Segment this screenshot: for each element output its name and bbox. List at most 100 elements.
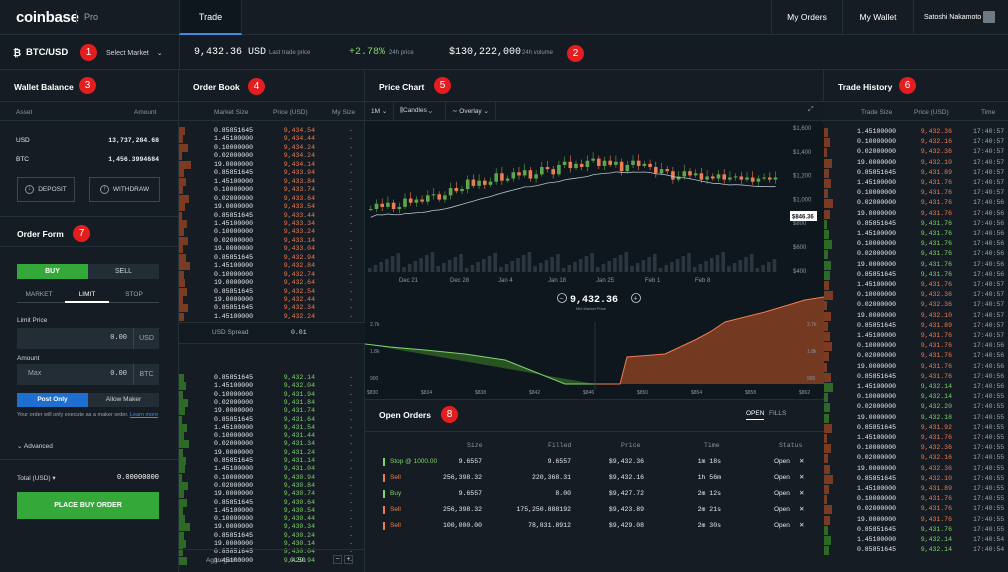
chart-toolbar: 1M ⌄ ⫼Candles ⌄ ∼ Overlay ⌄ ⤢ [365, 102, 824, 121]
bid-depth-bar [179, 448, 183, 457]
interval-dropdown[interactable]: 1M ⌄ [371, 107, 387, 115]
ask-my-size: - [349, 169, 353, 177]
order-status: Open [774, 506, 790, 513]
aggregation-minus-button[interactable]: − [333, 555, 342, 564]
volume-bar [727, 266, 731, 272]
overlay-dropdown[interactable]: ∼ Overlay ⌄ [452, 107, 489, 115]
market-order-tab[interactable]: MARKET [25, 291, 53, 298]
ask-size: 1.45100000 [213, 262, 253, 270]
plus-glyph: + [634, 296, 638, 303]
candle-body [460, 189, 464, 192]
trade-price: 9,432.16 [920, 454, 952, 462]
volume-bar [533, 266, 537, 272]
trade-price: 9,431.76 [920, 525, 952, 533]
fills-tab[interactable]: FILLS [769, 410, 787, 417]
trade-price: 9,432.36 [920, 444, 952, 452]
candle-body [585, 160, 590, 167]
order-time: 2m 30s [697, 522, 721, 529]
user-menu[interactable]: Satoshi Nakamoto [913, 0, 1008, 35]
trade-time: 17:40:54 [973, 536, 1005, 543]
volume-bar [482, 259, 486, 272]
aggregation-label: Aggregation [206, 557, 242, 564]
ask-depth-bar [179, 177, 186, 186]
bid-depth-bar [179, 382, 186, 391]
volume-bar [578, 259, 583, 272]
candles-dropdown[interactable]: ⫼Candles ⌄ [400, 107, 432, 115]
my-orders-link[interactable]: My Orders [771, 0, 842, 35]
tab-trade[interactable]: Trade [179, 0, 242, 35]
amount-input[interactable]: Max 0.00 BTC [17, 364, 159, 385]
bid-price: 9,431.44 [283, 432, 315, 440]
deposit-button[interactable]: ↓ DEPOSIT [17, 177, 75, 202]
candle-body [386, 202, 390, 207]
zoom-in-icon [631, 293, 641, 303]
order-size: 100,000.00 [442, 522, 482, 529]
volume-bar [601, 264, 606, 272]
bid-depth-bar [179, 506, 183, 515]
select-market-dropdown[interactable]: Select Market ⌄ [106, 49, 163, 57]
candlestick-chart[interactable]: $1,600 $1,400 $1,200 $1,000 $800 $600 $400 Dec … [365, 122, 824, 398]
ask-size: 0.02000000 [213, 194, 253, 202]
my-wallet-link[interactable]: My Wallet [842, 0, 913, 35]
bid-size: 19.0000000 [213, 407, 253, 415]
cancel-order-icon[interactable]: ✕ [799, 490, 805, 497]
volume-bar [385, 259, 389, 272]
volume-bar [698, 264, 703, 272]
aggregation-plus-button[interactable]: + [344, 555, 353, 564]
cancel-order-icon[interactable]: ✕ [799, 506, 805, 513]
place-buy-order-button[interactable]: PLACE BUY ORDER [17, 492, 159, 519]
open-tab[interactable]: OPEN [746, 410, 765, 420]
wallet-amount-btc: 1,456.3994684 [108, 156, 159, 163]
cancel-order-icon[interactable]: ✕ [799, 522, 805, 529]
ask-depth-bar [179, 270, 184, 279]
post-only-toggle[interactable]: Post Only [17, 393, 88, 407]
candle-body [642, 163, 647, 166]
limit-price-input[interactable]: 0.00 USD [17, 328, 159, 349]
bid-depth-area [365, 344, 595, 384]
expand-icon[interactable]: ⤢ [808, 106, 814, 113]
allow-maker-toggle[interactable]: Allow Maker [88, 393, 159, 407]
candle-body [511, 172, 516, 179]
bid-size: 0.02000000 [213, 398, 253, 406]
cancel-order-icon[interactable]: ✕ [799, 474, 805, 481]
divider [365, 431, 824, 432]
x-axis-label: Jan 18 [548, 278, 567, 284]
withdraw-button[interactable]: ↑ WITHDRAW [89, 177, 160, 202]
ask-my-size: - [349, 228, 353, 236]
bid-price: 9,431.84 [283, 398, 315, 406]
bid-size: 0.10000000 [213, 390, 253, 398]
overlay-icon: ∼ [452, 108, 458, 115]
candle-body [391, 202, 396, 209]
trade-depth-bar [824, 301, 827, 311]
limit-order-tab[interactable]: LIMIT [78, 291, 96, 298]
trade-size: 1.45100000 [856, 536, 896, 543]
sell-tab[interactable]: SELL [88, 264, 159, 279]
volume-bar [658, 268, 663, 272]
trade-price: 9,431.76 [920, 179, 952, 186]
volume-bar [516, 258, 520, 272]
ask-size: 0.85851645 [213, 211, 253, 219]
trade-price: 9,432.14 [920, 393, 952, 401]
stop-order-tab[interactable]: STOP [125, 291, 143, 298]
advanced-toggle[interactable]: ⌄ Advanced [17, 442, 53, 450]
buy-tab[interactable]: BUY [17, 264, 88, 279]
trade-depth-bar [824, 199, 833, 209]
order-filled: 9.6557 [547, 458, 571, 465]
bid-my-size: - [349, 515, 353, 523]
ask-depth-bar [179, 228, 184, 237]
trade-price: 9,431.76 [920, 505, 952, 513]
bid-my-size: - [349, 531, 353, 539]
learn-more-link[interactable]: Learn more [129, 412, 159, 418]
candle-body [602, 160, 607, 166]
ask-my-size: - [349, 143, 353, 151]
brand-logo[interactable]: coinbase [16, 9, 79, 26]
trade-price: 9,431.76 [920, 362, 952, 370]
candle-body [614, 161, 618, 165]
market-pair[interactable]: BTC/USD [26, 47, 69, 58]
cancel-order-icon[interactable]: ✕ [799, 458, 805, 465]
trade-price: 9,431.76 [920, 332, 952, 339]
avatar[interactable] [983, 11, 995, 23]
trade-depth-bar [824, 332, 830, 341]
trade-price: 9,432.36 [920, 148, 952, 156]
candle-body [403, 198, 407, 207]
